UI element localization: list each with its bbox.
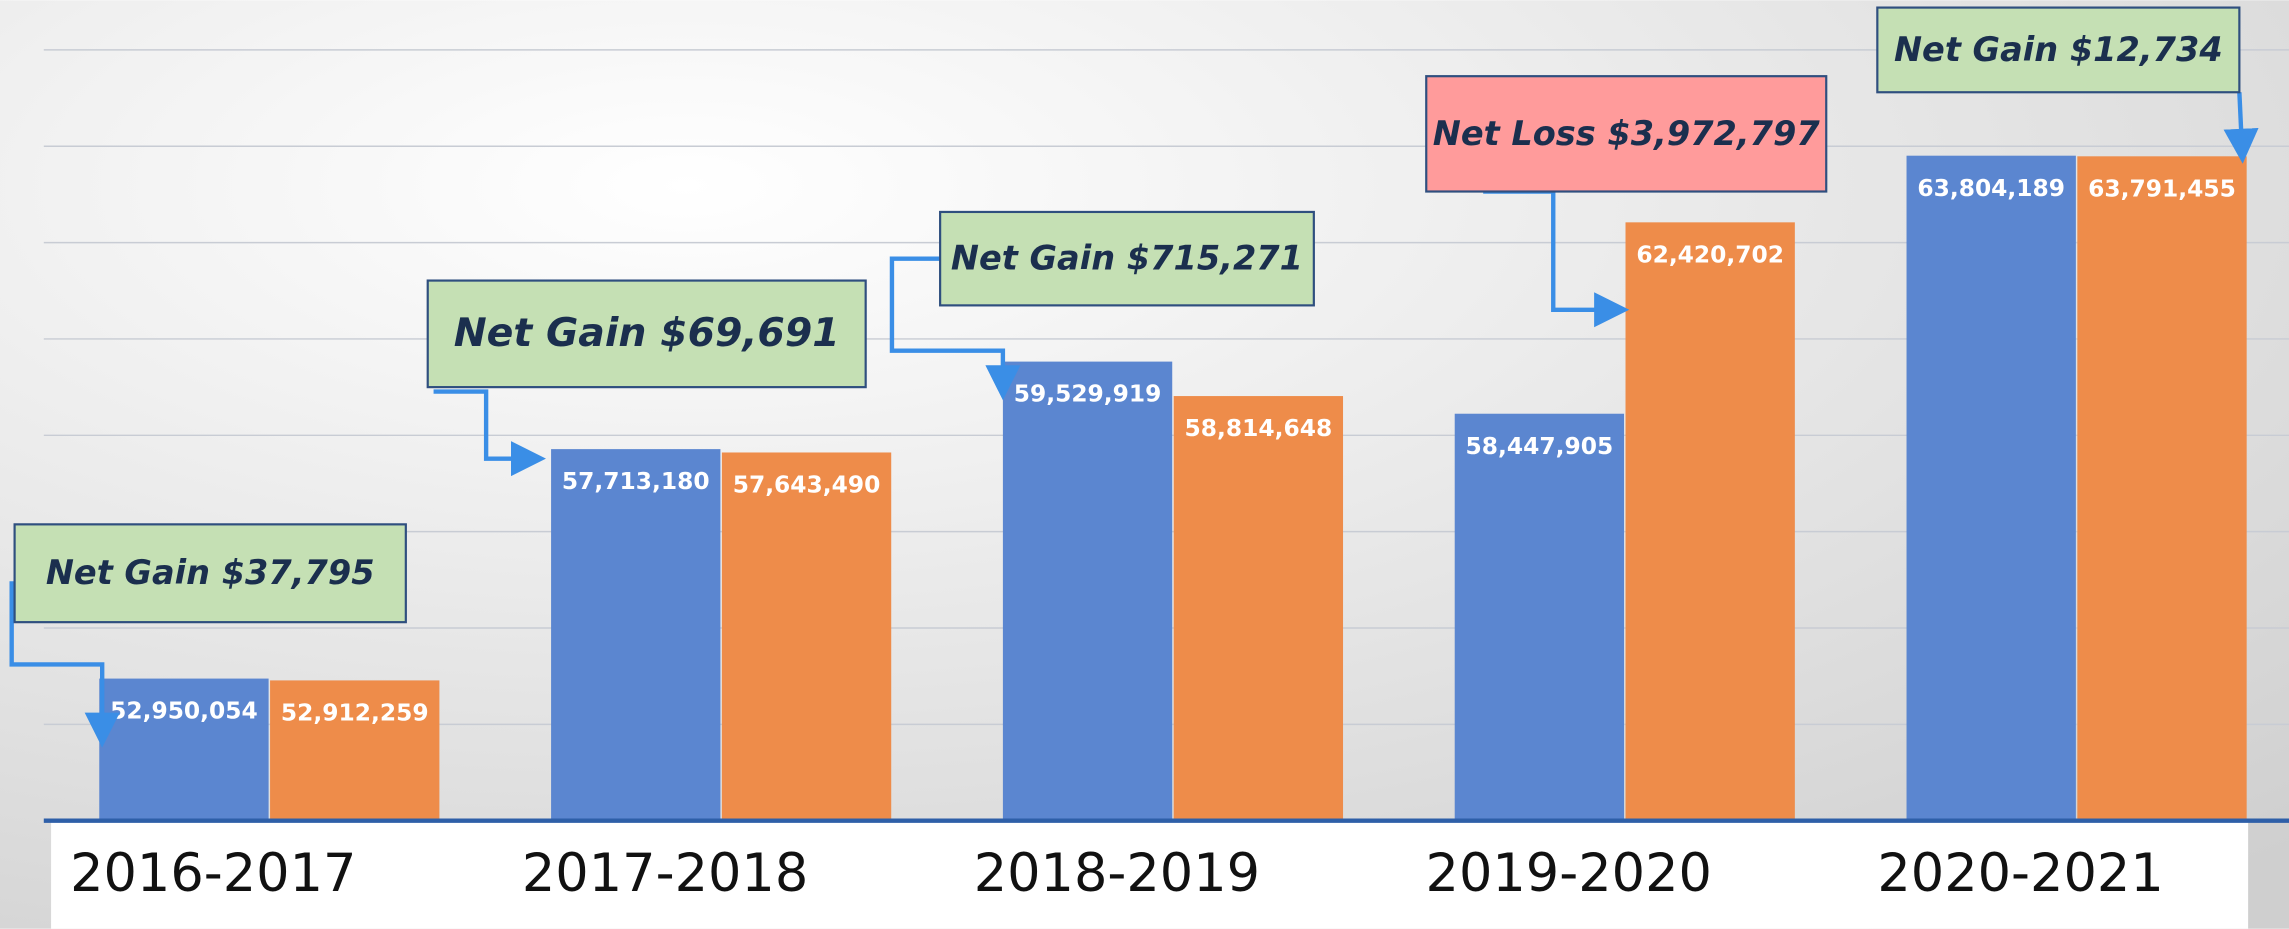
connector <box>9 581 120 748</box>
annotation-text: Net Gain $715,271 <box>951 239 1303 278</box>
bar <box>721 452 892 821</box>
bar <box>270 680 440 821</box>
bar <box>1625 222 1795 821</box>
annotation-box <box>939 210 1315 307</box>
value-label: 63,804,189 <box>1917 174 2065 202</box>
annotation-text: Net Gain $37,795 <box>46 553 375 592</box>
connector <box>433 389 546 477</box>
annotation-box <box>13 523 407 624</box>
category-strip <box>51 822 2249 929</box>
value-label: 62,420,702 <box>1636 240 1784 268</box>
connector <box>2223 92 2259 164</box>
bar <box>99 678 269 821</box>
value-label: 57,713,180 <box>562 467 710 495</box>
annotation-box <box>1876 6 2241 94</box>
bar <box>1173 396 1344 821</box>
annotation-text: Net Loss $3,972,797 <box>1433 114 1821 153</box>
bar <box>551 449 721 821</box>
bar <box>1906 155 2076 821</box>
annotation-text: Net Gain $12,734 <box>1894 30 2223 69</box>
value-label: 63,791,455 <box>2088 174 2236 202</box>
connector <box>889 256 1021 401</box>
x-tick-label: 2018-2019 <box>974 843 1260 904</box>
bar <box>2077 156 2247 821</box>
value-label: 59,529,919 <box>1014 380 1162 408</box>
annotation-box <box>426 279 867 389</box>
annotation-box <box>1425 75 1828 193</box>
value-label: 52,950,054 <box>110 697 258 725</box>
value-label: 52,912,259 <box>281 698 429 726</box>
x-tick-label: 2020-2021 <box>1877 843 2163 904</box>
bar <box>1002 361 1173 821</box>
x-tick-label: 2019-2020 <box>1426 843 1712 904</box>
x-tick-label: 2017-2018 <box>522 843 808 904</box>
value-label: 57,643,490 <box>733 471 881 499</box>
value-label: 58,814,648 <box>1185 414 1333 442</box>
annotation-text: Net Gain $69,691 <box>454 310 840 356</box>
value-label: 58,447,905 <box>1466 432 1614 460</box>
x-tick-label: 2016-2017 <box>70 843 356 904</box>
bar <box>1454 413 1625 821</box>
